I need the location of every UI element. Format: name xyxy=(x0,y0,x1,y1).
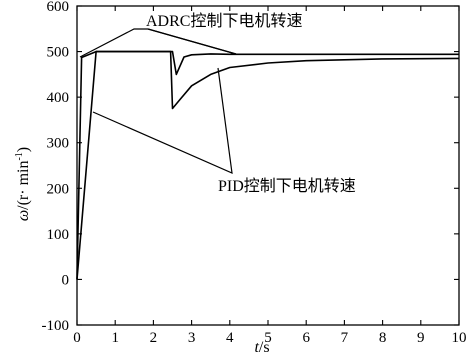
y-tick-label: 0 xyxy=(62,272,70,288)
x-tick-label: 1 xyxy=(111,330,119,346)
adrc-callout-line-2 xyxy=(147,28,237,55)
pid-callout-lines xyxy=(92,67,233,174)
x-tick-label: 5 xyxy=(264,330,272,346)
series-line-2 xyxy=(76,50,460,280)
annotation-layer: ADRC控制下电机转速 PID控制下电机转速 xyxy=(79,12,356,195)
y-tick-label: 100 xyxy=(47,227,70,243)
x-tick-label: 8 xyxy=(379,330,387,346)
y-tick-label: 400 xyxy=(47,90,70,106)
y-tick-label: 300 xyxy=(47,136,70,152)
x-tick-label: 7 xyxy=(341,330,349,346)
y-axis-label: ω/(r· min-1) xyxy=(14,147,32,221)
x-tick-label: 0 xyxy=(73,330,81,346)
x-tick-label: 6 xyxy=(302,330,310,346)
series-layer xyxy=(76,50,460,280)
pid-annotation: PID控制下电机转速 xyxy=(218,177,356,195)
x-tick-label: 4 xyxy=(226,330,234,346)
x-tick-label: 10 xyxy=(452,330,467,346)
x-tick-label: 9 xyxy=(417,330,425,346)
y-tick-label: 200 xyxy=(47,181,70,197)
adrc-annotation: ADRC控制下电机转速 xyxy=(146,12,302,30)
x-tick-label: 2 xyxy=(150,330,158,346)
y-tick-label: 500 xyxy=(47,45,70,61)
adrc-callout-lines xyxy=(79,28,237,58)
x-tick-label: 3 xyxy=(188,330,196,346)
series-line-1 xyxy=(76,50,459,280)
x-axis-label: t/s xyxy=(254,339,269,356)
y-tick-label: 600 xyxy=(47,0,70,15)
y-tick-label: -100 xyxy=(42,318,70,334)
